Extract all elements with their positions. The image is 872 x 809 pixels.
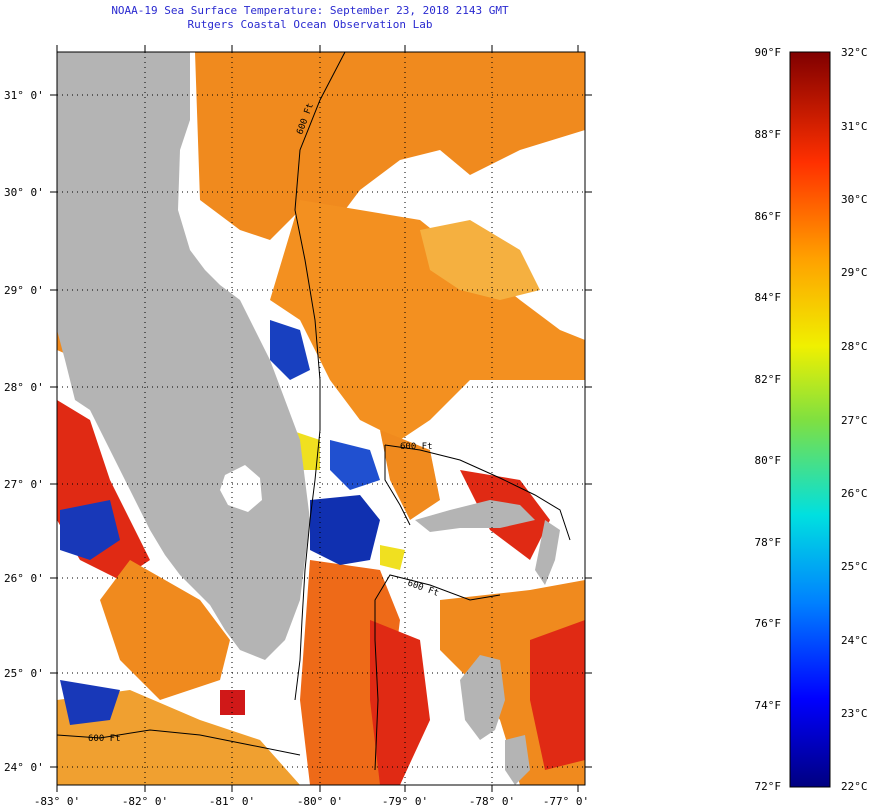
sst-patch-mid-3 <box>380 545 405 570</box>
lat-label: 24° 0' <box>4 761 44 774</box>
sst-patch-cold-keys <box>60 680 120 725</box>
sst-patch-warm-keys <box>57 690 300 785</box>
colorbar-c-label: 25°C <box>841 560 868 573</box>
colorbar-c-label: 32°C <box>841 46 868 59</box>
lon-label: -79° 0' <box>382 795 428 808</box>
lat-label: 29° 0' <box>4 284 44 297</box>
colorbar-c-label: 23°C <box>841 707 868 720</box>
lat-label: 25° 0' <box>4 667 44 680</box>
lat-label: 27° 0' <box>4 478 44 491</box>
sst-patch-cold-east <box>310 495 380 565</box>
contour-600ft-keys <box>57 729 301 756</box>
colorbar-c-label: 24°C <box>841 634 868 647</box>
colorbar-f-label: 84°F <box>755 291 782 304</box>
colorbar-c-label: 27°C <box>841 414 868 427</box>
colorbar <box>789 51 831 788</box>
andros-land <box>460 655 505 740</box>
graticule <box>57 52 585 785</box>
lon-label: -82° 0' <box>122 795 168 808</box>
colorbar-f-label: 90°F <box>755 46 782 59</box>
lon-label: -83° 0' <box>34 795 80 808</box>
island-land-se <box>505 735 530 785</box>
sst-patch-cold-north <box>270 320 310 380</box>
colorbar-c-label: 28°C <box>841 340 868 353</box>
colorbar-f-label: 86°F <box>755 210 782 223</box>
map-subtitle: Rutgers Coastal Ocean Observation Lab <box>187 18 433 31</box>
colorbar-f-label: 78°F <box>755 536 782 549</box>
contour-label-keys: 600 Ft <box>88 734 121 744</box>
map-frame <box>56 51 586 786</box>
sst-patch-warm-central <box>270 200 585 440</box>
map-title: NOAA-19 Sea Surface Temperature: Septemb… <box>111 4 509 17</box>
lon-label: -78° 0' <box>469 795 515 808</box>
lat-ticks <box>50 94 592 768</box>
lon-ticks <box>56 45 579 792</box>
lake-okeechobee <box>220 465 262 512</box>
abaco-land <box>535 520 560 585</box>
contour-600ft-andros <box>374 574 501 771</box>
lon-label: -81° 0' <box>209 795 255 808</box>
colorbar-f-label: 88°F <box>755 128 782 141</box>
colorbar-c-label: 22°C <box>841 780 868 793</box>
colorbar-f-label: 72°F <box>755 780 782 793</box>
lon-label: -77° 0' <box>543 795 589 808</box>
contour-label-gb: 600 Ft <box>400 442 433 452</box>
sst-patch-cold-gulf <box>60 500 120 560</box>
lon-label: -80° 0' <box>297 795 343 808</box>
contour-600ft-gb-west <box>384 445 411 526</box>
colorbar-c-label: 30°C <box>841 193 868 206</box>
lat-label: 28° 0' <box>4 381 44 394</box>
colorbar-f-label: 80°F <box>755 454 782 467</box>
contour-600ft-florida <box>294 52 346 701</box>
lat-label: 26° 0' <box>4 572 44 585</box>
sst-field <box>57 52 585 785</box>
sst-patch-warm-gulf-sw <box>100 560 230 700</box>
sst-patch-hot-straits <box>370 620 430 785</box>
colorbar-f-label: 74°F <box>755 699 782 712</box>
colorbar-f-label: 82°F <box>755 373 782 386</box>
sst-patch-warm-light <box>420 220 540 300</box>
sst-patch-warm-north <box>195 52 585 240</box>
sst-patch-cold-mid <box>330 440 380 490</box>
sst-patch-warm-gs <box>380 430 440 520</box>
grand-bahama-land <box>415 500 535 532</box>
sst-patch-hot-se <box>530 620 585 770</box>
lat-label: 31° 0' <box>4 89 44 102</box>
contour-600ft-grand-bahama <box>384 444 571 541</box>
colorbar-c-label: 29°C <box>841 266 868 279</box>
colorbar-c-label: 26°C <box>841 487 868 500</box>
colorbar-f-label: 76°F <box>755 617 782 630</box>
lat-label: 30° 0' <box>4 186 44 199</box>
colorbar-c-label: 31°C <box>841 120 868 133</box>
